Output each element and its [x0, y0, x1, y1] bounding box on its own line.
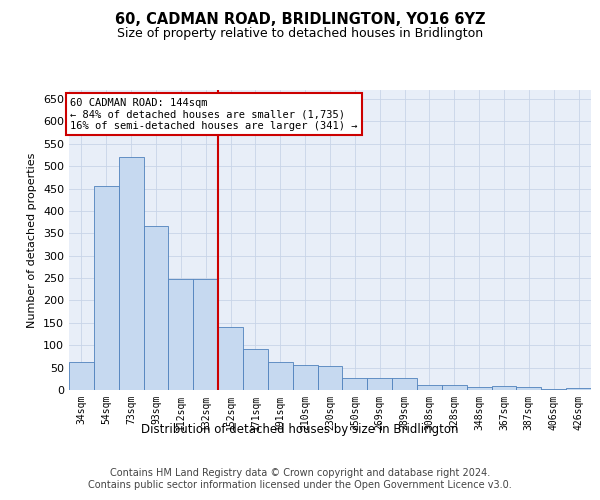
Bar — [293, 366, 317, 390]
Bar — [367, 378, 392, 390]
Y-axis label: Number of detached properties: Number of detached properties — [28, 152, 37, 328]
Bar — [442, 385, 467, 390]
Bar — [268, 362, 293, 390]
Bar — [243, 350, 268, 390]
Bar — [317, 366, 343, 390]
Text: Contains HM Land Registry data © Crown copyright and database right 2024.
Contai: Contains HM Land Registry data © Crown c… — [88, 468, 512, 490]
Bar — [169, 279, 193, 390]
Bar — [517, 388, 541, 390]
Text: Size of property relative to detached houses in Bridlington: Size of property relative to detached ho… — [117, 28, 483, 40]
Bar — [143, 226, 169, 390]
Bar — [541, 389, 566, 390]
Bar — [566, 388, 591, 390]
Bar — [94, 186, 119, 390]
Bar — [343, 378, 367, 390]
Bar — [193, 279, 218, 390]
Text: Distribution of detached houses by size in Bridlington: Distribution of detached houses by size … — [141, 422, 459, 436]
Bar — [69, 362, 94, 390]
Bar — [467, 388, 491, 390]
Text: 60, CADMAN ROAD, BRIDLINGTON, YO16 6YZ: 60, CADMAN ROAD, BRIDLINGTON, YO16 6YZ — [115, 12, 485, 28]
Bar — [218, 328, 243, 390]
Bar — [119, 156, 143, 390]
Text: 60 CADMAN ROAD: 144sqm
← 84% of detached houses are smaller (1,735)
16% of semi-: 60 CADMAN ROAD: 144sqm ← 84% of detached… — [70, 98, 358, 130]
Bar — [491, 386, 517, 390]
Bar — [417, 385, 442, 390]
Bar — [392, 378, 417, 390]
